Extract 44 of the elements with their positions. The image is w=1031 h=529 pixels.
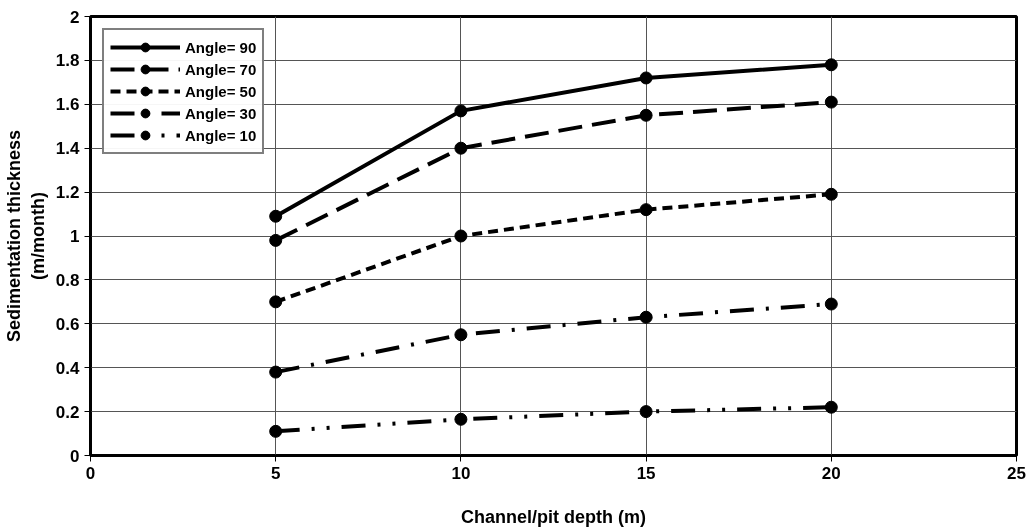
point	[269, 365, 283, 379]
y-tick-label: 1	[70, 227, 80, 246]
x-axis-title: Channel/pit depth (m)	[461, 506, 646, 527]
y-tick-label: 0.8	[55, 270, 80, 290]
y-tick-label: 1.4	[55, 139, 81, 159]
point	[269, 209, 283, 223]
x-tick-label: 15	[636, 463, 656, 483]
point	[639, 203, 653, 217]
x-tick-label: 0	[85, 463, 96, 483]
x-tick-label: 20	[821, 463, 841, 483]
point	[824, 58, 838, 72]
point	[454, 229, 468, 243]
point	[454, 104, 468, 118]
point	[824, 187, 838, 201]
point	[824, 400, 838, 414]
point	[454, 328, 468, 342]
y-tick-label: 2	[70, 7, 80, 27]
point	[639, 405, 653, 419]
y-tick-label: 1.2	[55, 183, 80, 203]
x-tick-label: 10	[451, 463, 471, 483]
point	[824, 297, 838, 311]
legend-label: Angle= 10	[185, 125, 257, 146]
point	[639, 108, 653, 122]
y-tick-label: 0.2	[55, 402, 80, 422]
point	[269, 233, 283, 247]
legend-label: Angle= 90	[185, 37, 257, 58]
point	[824, 95, 838, 109]
point	[454, 141, 468, 155]
x-tick-label: 25	[1007, 463, 1026, 483]
point	[639, 310, 653, 324]
y-tick-label: 0.4	[55, 358, 81, 378]
legend-label: Angle= 30	[185, 103, 257, 124]
point	[269, 295, 283, 309]
legend-label: Angle= 70	[185, 59, 257, 80]
point	[269, 424, 283, 438]
point	[454, 412, 468, 426]
y-tick-label: 1.6	[55, 95, 80, 115]
point	[639, 71, 653, 85]
x-tick-label: 5	[270, 463, 281, 483]
y-tick-label: 0	[70, 446, 80, 466]
y-tick-label: 0.6	[55, 314, 80, 334]
y-tick-label: 1.8	[55, 51, 80, 71]
legend-label: Angle= 50	[185, 81, 257, 102]
y-axis-title: Sedimentation thickness (m/month)	[3, 129, 48, 343]
